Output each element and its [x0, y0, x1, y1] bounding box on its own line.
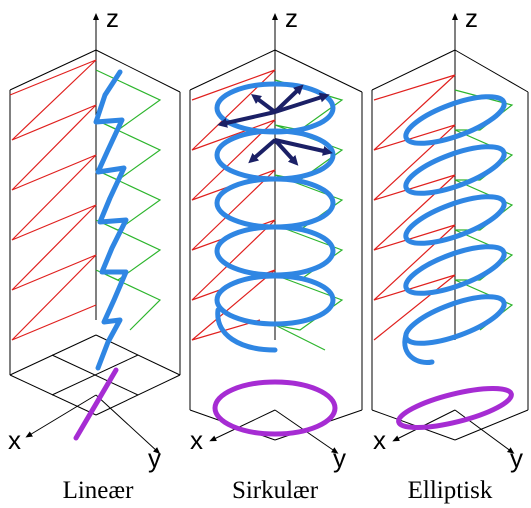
- panel-linear: z x y Lineær: [8, 3, 181, 504]
- panel-circular-red-wave: [191, 69, 276, 341]
- panel-linear-x-axis: [25, 394, 97, 438]
- panel-linear-green-wave: [95, 69, 162, 331]
- panel-circular-z-label: z: [285, 3, 298, 33]
- panel-circular-green-wave: [274, 79, 344, 351]
- panel-elliptical-x-label: x: [373, 425, 386, 455]
- panel-circular-x-axis: [209, 409, 276, 442]
- panel-circular-y-label: y: [333, 443, 346, 473]
- panel-elliptical: z x y Elliptisk: [371, 3, 529, 504]
- panel-circular-caption: Sirkulær: [232, 477, 319, 504]
- panel-circular-field-helix: [214, 81, 336, 353]
- panel-circular: z x y Sirkulær: [189, 3, 363, 504]
- panel-elliptical-projection: [396, 385, 514, 431]
- panel-linear-box: [9, 49, 181, 416]
- panel-elliptical-y-label: y: [510, 443, 523, 473]
- panel-circular-field-vectors: [217, 84, 333, 166]
- panel-linear-projection: [73, 367, 119, 441]
- panel-elliptical-caption: Elliptisk: [408, 477, 493, 504]
- panel-linear-red-wave: [9, 59, 97, 341]
- panel-elliptical-red-wave: [373, 74, 456, 341]
- panel-elliptical-z-label: z: [465, 3, 478, 33]
- panel-circular-x-label: x: [190, 425, 203, 455]
- panel-linear-x-label: x: [8, 425, 21, 455]
- panel-linear-field-curve: [93, 69, 129, 371]
- panel-elliptical-y-axis: [454, 409, 515, 454]
- panel-linear-y-axis: [95, 394, 161, 455]
- panel-elliptical-box: [371, 49, 529, 441]
- panel-elliptical-field-helix: [402, 94, 507, 366]
- panel-linear-caption: Lineær: [63, 477, 134, 504]
- panel-linear-y-label: y: [148, 443, 161, 473]
- panel-linear-z-label: z: [106, 3, 119, 33]
- panel-circular-projection: [212, 379, 338, 437]
- panel-circular-box: [189, 49, 363, 441]
